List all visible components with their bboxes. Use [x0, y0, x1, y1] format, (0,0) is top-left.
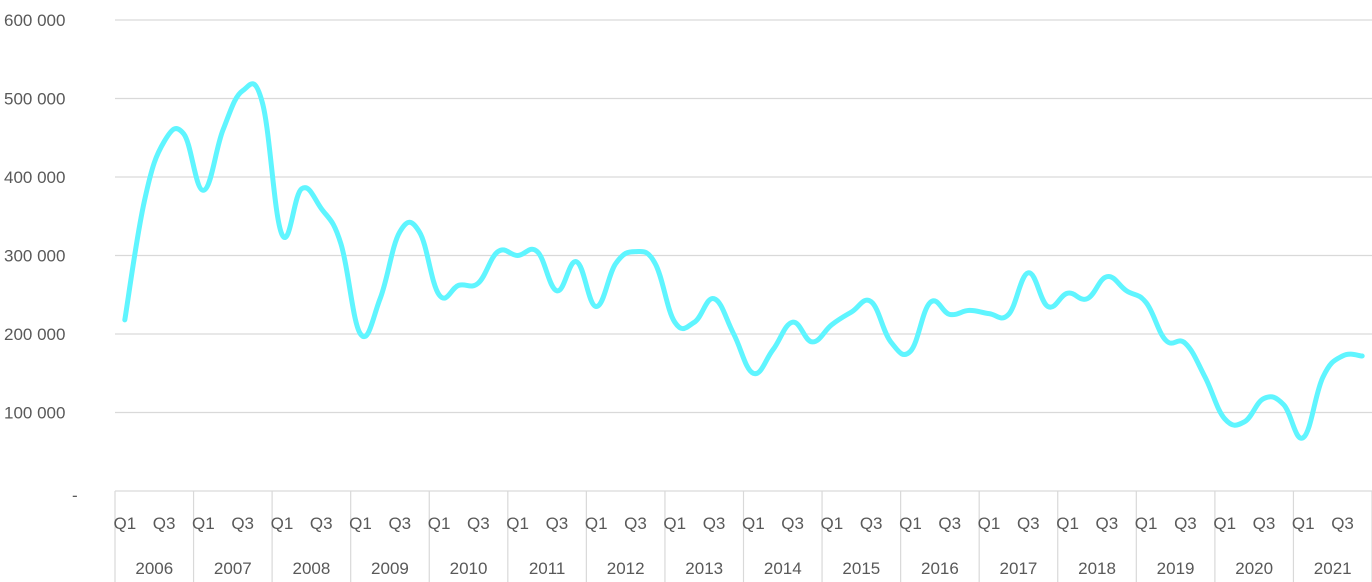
year-tick-label: 2014 [764, 559, 802, 578]
quarter-tick-label: Q3 [781, 514, 804, 533]
quarter-tick-label: Q1 [821, 514, 844, 533]
quarter-tick-label: Q1 [978, 514, 1001, 533]
quarter-tick-label: Q3 [703, 514, 726, 533]
x-axis: Q1 Q3 2006 Q1 Q3 2007 Q1 Q3 2008 Q1 Q3 2009 Q1 Q3 2010… [113, 490, 1372, 582]
quarter-tick-label: Q3 [310, 514, 333, 533]
quarter-tick-label: Q3 [1174, 514, 1197, 533]
quarter-tick-label: Q1 [349, 514, 372, 533]
quarter-tick-label: Q1 [742, 514, 765, 533]
y-tick-label: 400 000 [4, 168, 65, 187]
year-tick-label: 2020 [1235, 559, 1273, 578]
year-tick-label: 2008 [292, 559, 330, 578]
year-tick-label: 2021 [1314, 559, 1352, 578]
quarter-tick-label: Q1 [506, 514, 529, 533]
year-tick-label: 2012 [607, 559, 645, 578]
quarter-tick-label: Q3 [231, 514, 254, 533]
quarter-tick-label: Q3 [153, 514, 176, 533]
quarter-tick-label: Q3 [624, 514, 647, 533]
y-tick-label: - [72, 486, 78, 505]
year-tick-label: 2011 [529, 559, 566, 578]
quarter-tick-label: Q1 [192, 514, 215, 533]
gridlines [115, 19, 1372, 414]
quarter-tick-label: Q3 [860, 514, 883, 533]
quarter-tick-label: Q1 [1292, 514, 1315, 533]
quarter-tick-label: Q1 [428, 514, 451, 533]
y-tick-label: 300 000 [4, 247, 65, 266]
quarter-tick-label: Q1 [1135, 514, 1158, 533]
year-tick-label: 2006 [135, 559, 173, 578]
quarter-tick-label: Q1 [113, 514, 136, 533]
year-tick-label: 2016 [921, 559, 959, 578]
quarter-tick-label: Q1 [585, 514, 608, 533]
year-tick-label: 2007 [214, 559, 252, 578]
series-line [122, 81, 1365, 441]
y-tick-label: 100 000 [4, 404, 65, 423]
y-tick-label: 500 000 [4, 90, 65, 109]
year-tick-label: 2009 [371, 559, 409, 578]
quarter-tick-label: Q3 [938, 514, 961, 533]
quarter-tick-label: Q3 [1253, 514, 1276, 533]
quarter-tick-label: Q3 [1017, 514, 1040, 533]
quarter-tick-label: Q1 [899, 514, 922, 533]
quarter-tick-label: Q3 [467, 514, 490, 533]
quarter-tick-label: Q1 [1056, 514, 1079, 533]
year-tick-label: 2019 [1157, 559, 1195, 578]
quarter-tick-label: Q3 [1331, 514, 1354, 533]
y-axis-labels: - 100 000 200 000 300 000 400 000 500 000 600 … [4, 11, 78, 505]
quarter-tick-label: Q1 [1213, 514, 1236, 533]
quarter-tick-label: Q1 [663, 514, 686, 533]
quarter-tick-label: Q3 [1096, 514, 1119, 533]
quarter-tick-label: Q1 [271, 514, 294, 533]
year-tick-label: 2013 [685, 559, 723, 578]
year-tick-label: 2010 [450, 559, 488, 578]
y-tick-label: 600 000 [4, 11, 65, 30]
series-layer [122, 81, 1365, 441]
quarter-tick-label: Q3 [388, 514, 411, 533]
year-tick-label: 2018 [1078, 559, 1116, 578]
quarter-tick-label: Q3 [546, 514, 569, 533]
year-tick-label: 2015 [842, 559, 880, 578]
year-tick-label: 2017 [1000, 559, 1038, 578]
y-tick-label: 200 000 [4, 325, 65, 344]
